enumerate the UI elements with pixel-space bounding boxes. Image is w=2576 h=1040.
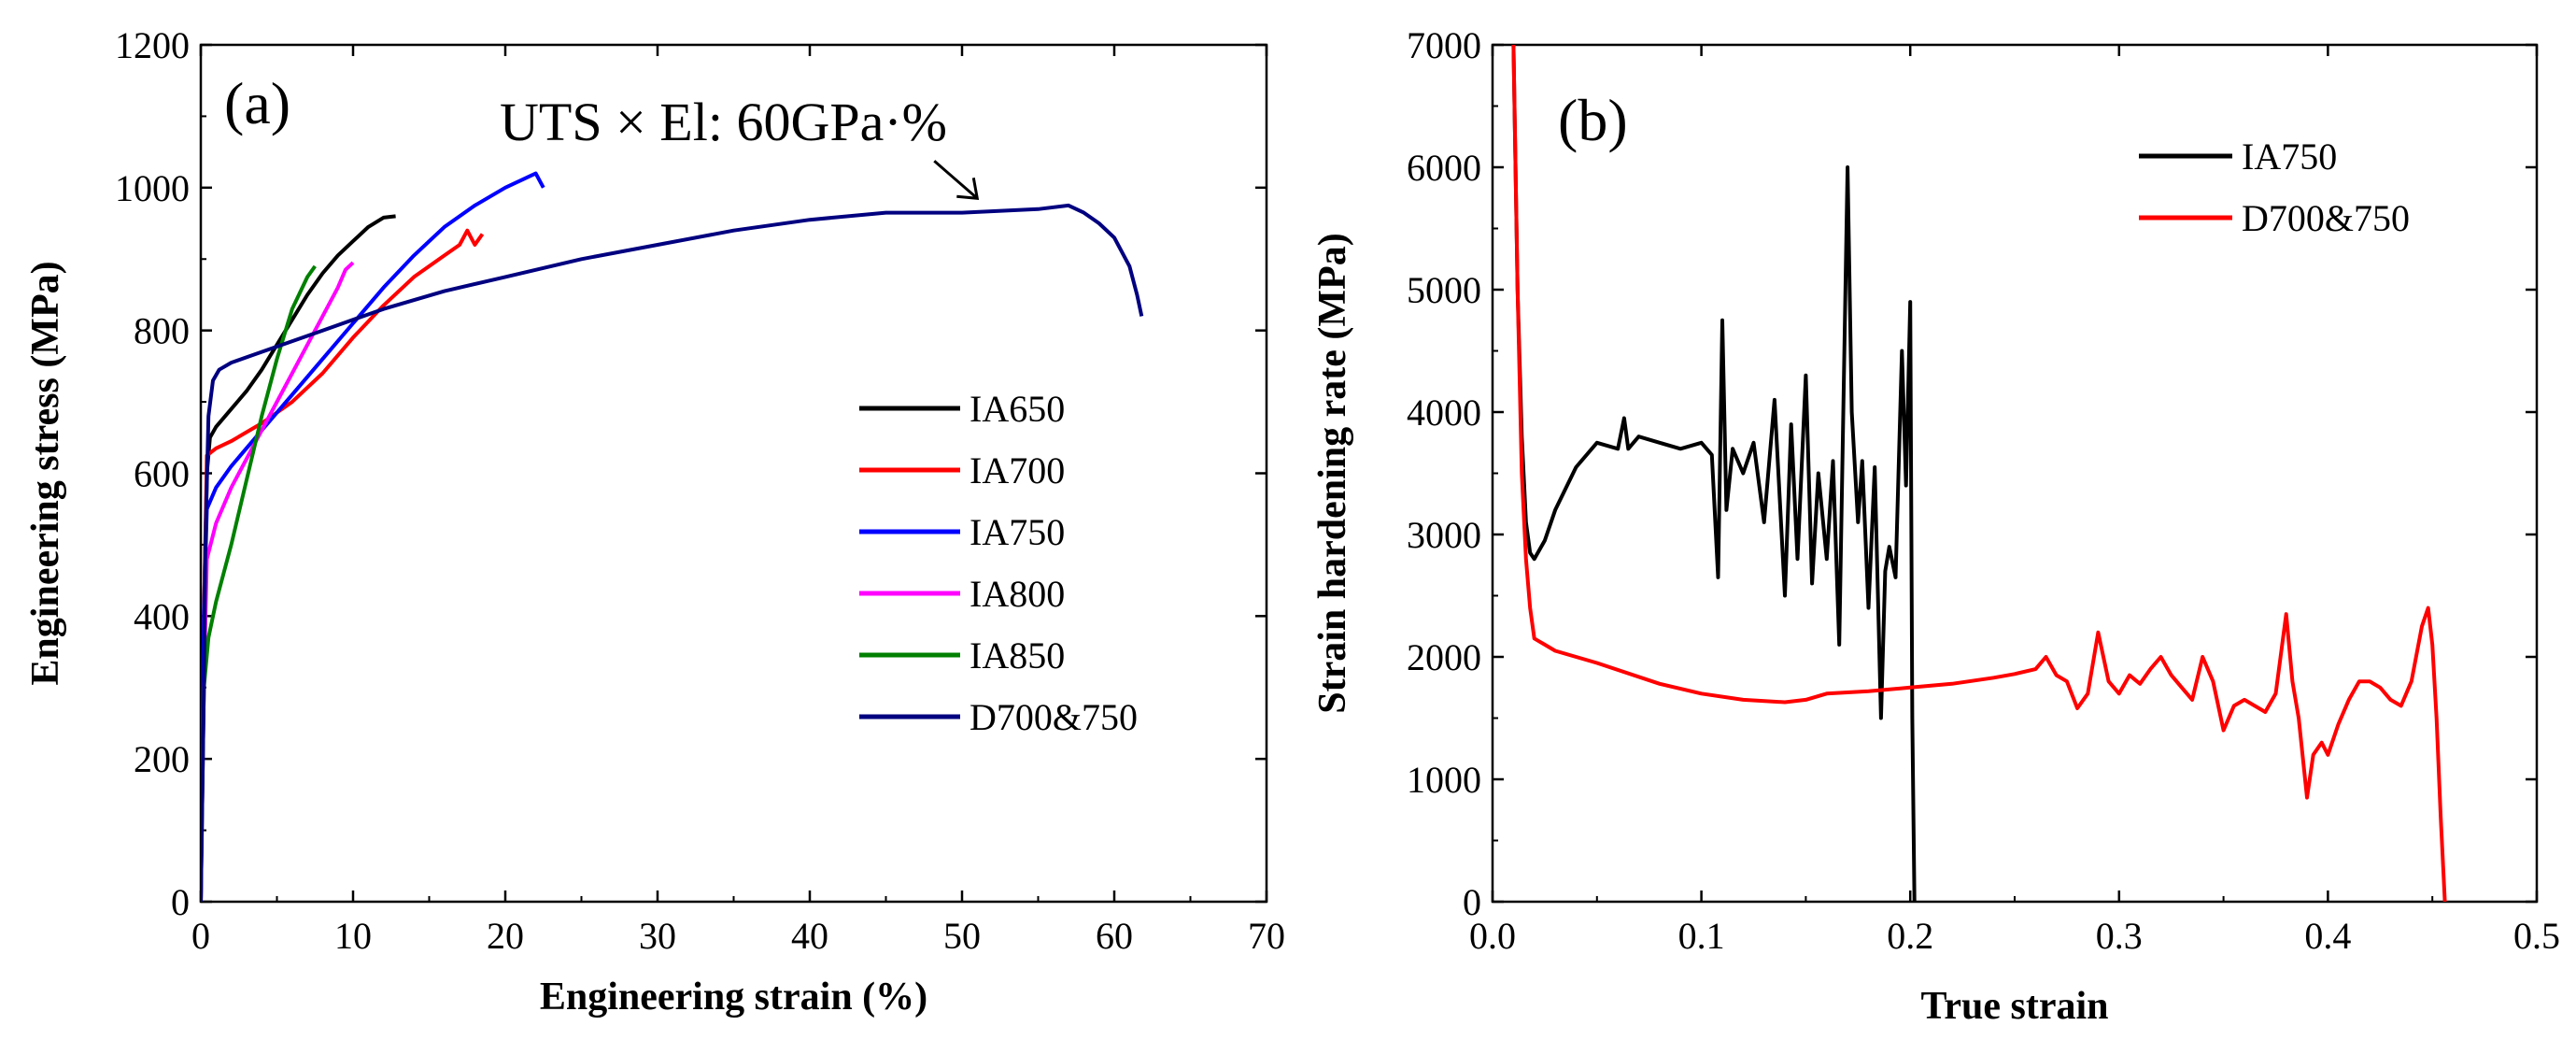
panel-label: (a) (224, 70, 290, 136)
series-line-ia650 (201, 214, 396, 902)
legend-label-ia700: IA700 (970, 449, 1065, 492)
y-tick-label: 3000 (1407, 514, 1481, 556)
legend-label-ia850: IA850 (970, 634, 1065, 677)
x-tick-label: 20 (487, 915, 524, 957)
x-axis-title: Engineering strain (%) (540, 976, 927, 1019)
legend-label-ia650: IA650 (970, 388, 1065, 430)
panel-a: 0 10 20 30 40 50 60 70 0 200 400 600 800 1000 1200 Engi… (24, 24, 1285, 1019)
x-tick-label: 0.2 (1887, 915, 1933, 957)
x-tick-label: 0.4 (2304, 915, 2351, 957)
y-tick-label: 5000 (1407, 269, 1481, 311)
y-tick-label: 800 (134, 310, 190, 352)
y-tick-label: 2000 (1407, 636, 1481, 678)
x-tick-label: 50 (943, 915, 981, 957)
x-tick-label: 0.5 (2513, 915, 2560, 957)
panel-label: (b) (1558, 87, 1628, 153)
plot-frame (1491, 43, 2539, 904)
y-tick-label: 7000 (1407, 24, 1481, 66)
x-tick-label: 0.3 (2096, 915, 2143, 957)
annotation-text: UTS × El: 60GPa·% (500, 92, 947, 152)
y-tick-label: 600 (134, 453, 190, 495)
x-tick-label: 60 (1096, 915, 1133, 957)
x-tick-label: 0.0 (1469, 915, 1516, 957)
legend-label-d700-750: D700&750 (2242, 197, 2410, 239)
y-tick-label: 400 (134, 595, 190, 637)
legend-label-ia750: IA750 (970, 511, 1065, 553)
legend-label-d700-750: D700&750 (970, 696, 1138, 738)
y-axis-title: Engineering stress (MPa) (24, 261, 67, 685)
y-tick-label: 1200 (115, 24, 190, 66)
series-line-d700-750 (201, 203, 1144, 902)
y-tick-label: 1000 (115, 167, 190, 209)
x-tick-label: 0 (191, 915, 210, 957)
legend-label-ia800: IA800 (970, 573, 1065, 615)
series-line-ia750 (1511, 45, 1917, 902)
x-tick-label: 30 (639, 915, 676, 957)
x-tick-label: 10 (334, 915, 372, 957)
y-tick-label: 4000 (1407, 392, 1481, 434)
series-line-ia750 (201, 171, 545, 902)
plot-frame (199, 43, 1268, 904)
x-tick-label: 70 (1248, 915, 1285, 957)
annotation-arrow-head (956, 178, 980, 200)
y-tick-label: 0 (1463, 881, 1481, 923)
series-line-d700-750 (1511, 45, 2447, 902)
x-tick-label: 0.1 (1678, 915, 1725, 957)
y-tick-label: 6000 (1407, 147, 1481, 189)
y-tick-label: 200 (134, 738, 190, 780)
series-line-ia850 (201, 264, 317, 902)
annotation-arrow-shaft (933, 160, 979, 200)
x-tick-label: 40 (791, 915, 828, 957)
y-tick-label: 1000 (1407, 759, 1481, 801)
y-axis-title: Strain hardening rate (MPa) (1311, 233, 1354, 713)
series-line-ia700 (201, 228, 485, 902)
y-tick-label: 0 (171, 881, 190, 923)
legend-label-ia750: IA750 (2242, 135, 2337, 178)
x-axis-title: True strain (1920, 985, 2108, 1028)
panel-b: 0.0 0.1 0.2 0.3 0.4 0.5 0 1000 2000 3000 4000 5000 6… (1311, 24, 2560, 1028)
